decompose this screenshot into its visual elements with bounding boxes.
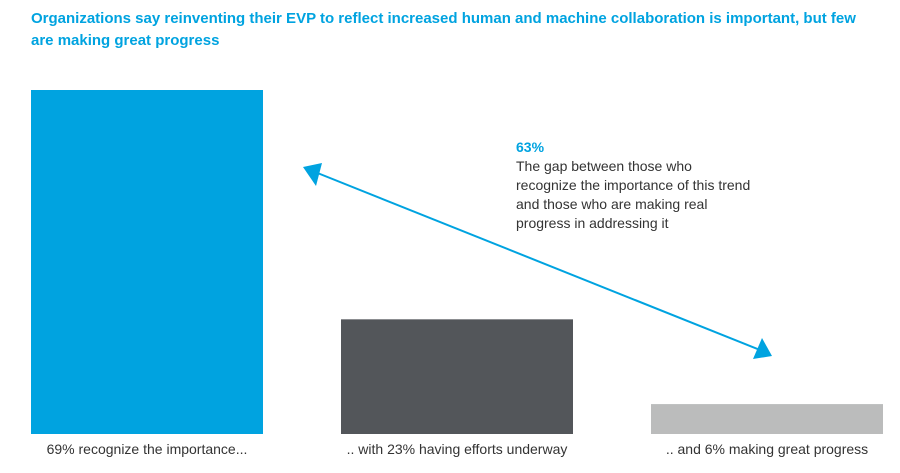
gap-annotation: 63% The gap between those who recognize … [516, 138, 756, 233]
bar-1 [31, 90, 263, 434]
arrowhead-start-icon [303, 163, 322, 186]
bar-3 [651, 404, 883, 434]
gap-arrow-line [309, 169, 766, 353]
chart-title: Organizations say reinventing their EVP … [31, 10, 856, 49]
gap-text: The gap between those who recognize the … [516, 158, 751, 231]
category-label: .. and 6% making great progress [665, 441, 869, 457]
category-label: .. with 23% having efforts underway [346, 441, 568, 457]
arrowhead-end-icon [753, 338, 772, 359]
bar-2 [341, 319, 573, 434]
category-label: 69% recognize the importance... [46, 441, 248, 457]
gap-value: 63% [516, 139, 545, 155]
